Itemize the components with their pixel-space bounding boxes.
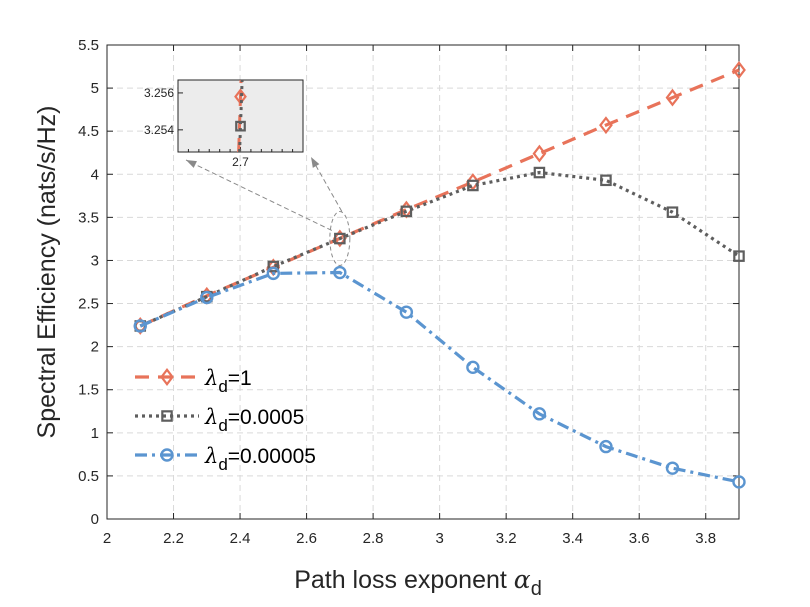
inset-y-tick-label: 3.256 [144,86,174,100]
circle-marker [466,360,480,375]
legend-subscript: d [218,455,227,474]
x-tick-label: 3.6 [629,530,650,547]
series-line [139,270,740,484]
legend-value: =0.00005 [228,445,316,468]
y-tick-label: 1.5 [78,382,99,399]
circle-marker [200,290,214,305]
inset-zoom: 2.7 3.254 3.256 [144,79,304,169]
legend-value: =1 [228,367,252,390]
legend-symbol: λ [204,366,218,390]
x-axis-title-text: Path loss exponent [294,566,507,594]
axes: 2 2.2 2.4 2.6 2.8 3 3.2 3.4 3.6 3.8 0 0.5 1 1.5 2 2.5 3 3… [78,37,740,547]
plot-frame [106,44,740,520]
zoom-arrowhead [311,157,320,168]
series-line [139,68,740,328]
circle-marker [160,448,174,462]
square-marker [600,174,612,187]
diamond-marker [160,368,174,386]
circle-marker [732,475,746,489]
legend-symbol: λ [204,405,218,429]
circle-marker [266,266,281,281]
diamond-marker [732,61,746,79]
square-marker [666,206,679,218]
x-tick-label: 2.6 [296,530,317,547]
x-axis-symbol: α [514,565,531,594]
legend-label: λd=0.0005 [204,405,304,435]
diamond-marker [599,116,613,135]
inset-series-2 [235,79,246,153]
y-tick-label: 4.5 [78,123,99,140]
x-tick-label: 2.4 [230,530,251,547]
x-tick-label: 3.4 [562,530,583,547]
square-marker [400,205,413,218]
zoom-callout [185,156,351,266]
legend-item-1: λd=1 [135,366,252,396]
legend-item-3: λd=0.00005 [135,444,316,474]
y-tick-label: 5 [91,80,99,97]
y-tick-label: 2 [91,339,99,356]
diamond-marker [665,88,680,107]
x-tick-label: 3.8 [695,530,716,547]
square-marker [161,410,173,422]
legend-subscript: d [218,377,227,396]
circle-marker [532,407,547,421]
inset-x-tick-label: 2.7 [232,155,249,169]
legend-label: λd=0.00005 [204,444,316,474]
square-marker [733,250,745,262]
diamond-marker [234,88,247,105]
legend-symbol: λ [204,444,218,468]
y-tick-label: 4 [91,166,99,183]
square-marker [467,179,479,192]
legend-item-2: λd=0.0005 [135,405,304,435]
y-tick-label: 0 [91,511,99,528]
x-tick-label: 2 [103,530,111,547]
diamond-marker [532,144,547,163]
x-tick-label: 3.2 [496,530,517,547]
circle-marker [599,439,613,454]
zoom-ellipse [329,210,351,266]
circle-marker [133,319,147,333]
zoom-arrowhead [186,160,197,168]
inset-y-tick-label: 3.254 [144,123,174,137]
legend-value: =0.0005 [228,406,305,429]
x-axis-title: Path loss exponent αd [294,565,542,600]
series-3 [133,265,746,489]
inset-series-line [238,79,244,153]
series-layer [133,61,746,489]
y-tick-label: 0.5 [78,468,99,485]
y-tick-label: 1 [91,425,99,442]
y-axis-title: Spectral Efficiency (nats/s/Hz) [33,106,61,439]
legend-label: λd=1 [204,366,252,396]
x-tick-label: 2.8 [363,530,384,547]
square-marker [533,166,546,179]
circle-marker [399,305,414,319]
y-tick-label: 2.5 [78,296,99,313]
square-marker [334,232,346,245]
y-tick-label: 3 [91,252,99,269]
square-marker [267,260,280,273]
circle-marker [333,265,347,280]
zoom-arrow-line [185,159,333,231]
zoom-arrow-line [310,156,343,212]
y-tick-label: 3.5 [78,209,99,226]
legend-subscript: d [218,416,227,435]
x-tick-label: 2.2 [163,530,184,547]
x-axis-subscript: d [531,578,542,600]
x-tick-label: 3 [435,530,443,547]
circle-marker [665,461,680,475]
y-tick-label: 5.5 [78,37,99,54]
square-marker [235,120,246,132]
series-line [139,170,740,328]
